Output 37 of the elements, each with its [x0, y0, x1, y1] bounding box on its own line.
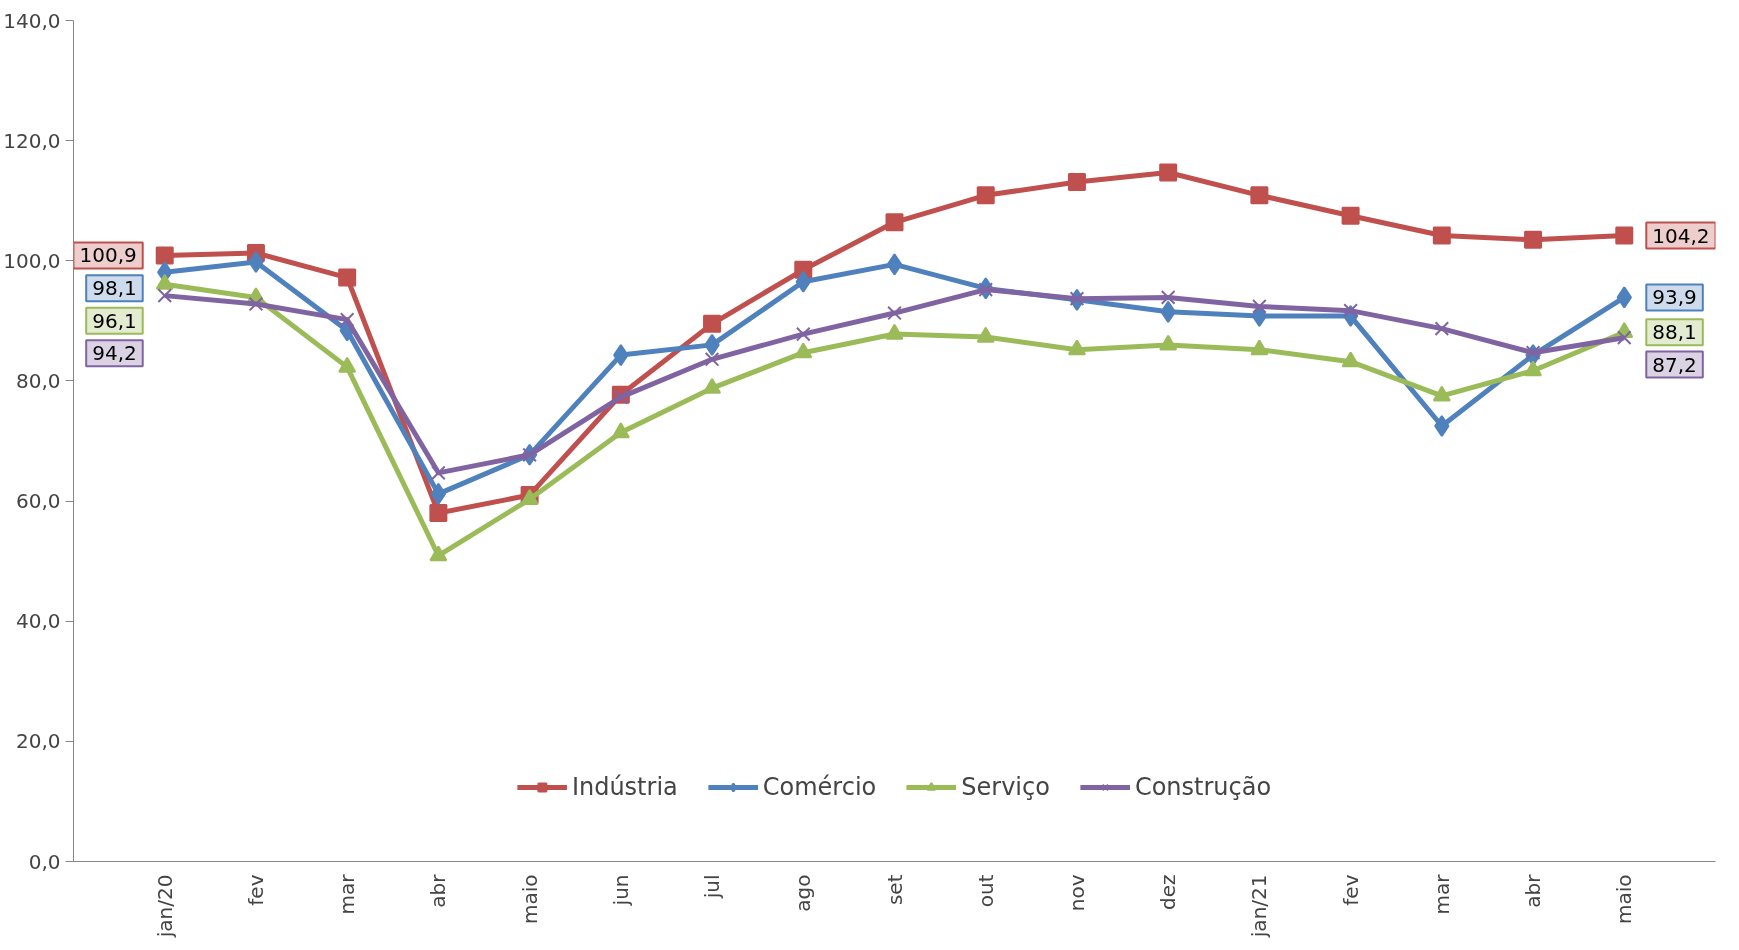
- y-tick-label: 0,0: [28, 849, 61, 874]
- x-tick-label: maio: [1612, 874, 1637, 925]
- x-tick-label: maio: [517, 874, 542, 925]
- data-label: 94,2: [92, 341, 137, 366]
- y-tick-label: 120,0: [3, 128, 61, 153]
- x-tick-label: jan/20: [152, 874, 177, 939]
- x-tick-label: abr: [426, 873, 451, 908]
- y-tick-label: 100,0: [3, 248, 61, 273]
- data-label: 100,9: [79, 243, 137, 268]
- data-label: 93,9: [1652, 285, 1697, 310]
- data-label: 98,1: [92, 276, 137, 301]
- y-tick-label: 60,0: [15, 489, 61, 514]
- x-tick-label: abr: [1521, 873, 1546, 908]
- x-tick-label: fev: [243, 874, 268, 906]
- x-tick-label: ago: [791, 874, 816, 912]
- data-label: 96,1: [92, 308, 137, 333]
- x-tick-label: out: [973, 874, 998, 908]
- x-tick-label: jun: [608, 874, 633, 907]
- legend-label: Indústria: [571, 773, 678, 801]
- x-tick-label: jan/21: [1247, 874, 1272, 939]
- x-tick-label: mar: [335, 873, 360, 915]
- y-tick-label: 140,0: [3, 8, 61, 33]
- legend-label: Serviço: [961, 773, 1050, 801]
- x-tick-label: jul: [700, 874, 725, 900]
- data-label: 104,2: [1652, 223, 1710, 248]
- x-tick-label: fev: [1338, 874, 1363, 906]
- y-tick-label: 40,0: [15, 609, 61, 634]
- legend-label: Comércio: [762, 773, 877, 801]
- y-tick-label: 20,0: [15, 729, 61, 754]
- y-tick-label: 80,0: [15, 368, 61, 393]
- legend-label: Construção: [1134, 773, 1272, 801]
- x-tick-label: set: [882, 874, 907, 906]
- x-tick-label: dez: [1156, 874, 1181, 910]
- data-label: 88,1: [1652, 320, 1697, 345]
- x-tick-label: nov: [1064, 874, 1089, 912]
- data-label: 87,2: [1652, 352, 1697, 377]
- x-tick-label: mar: [1429, 873, 1454, 915]
